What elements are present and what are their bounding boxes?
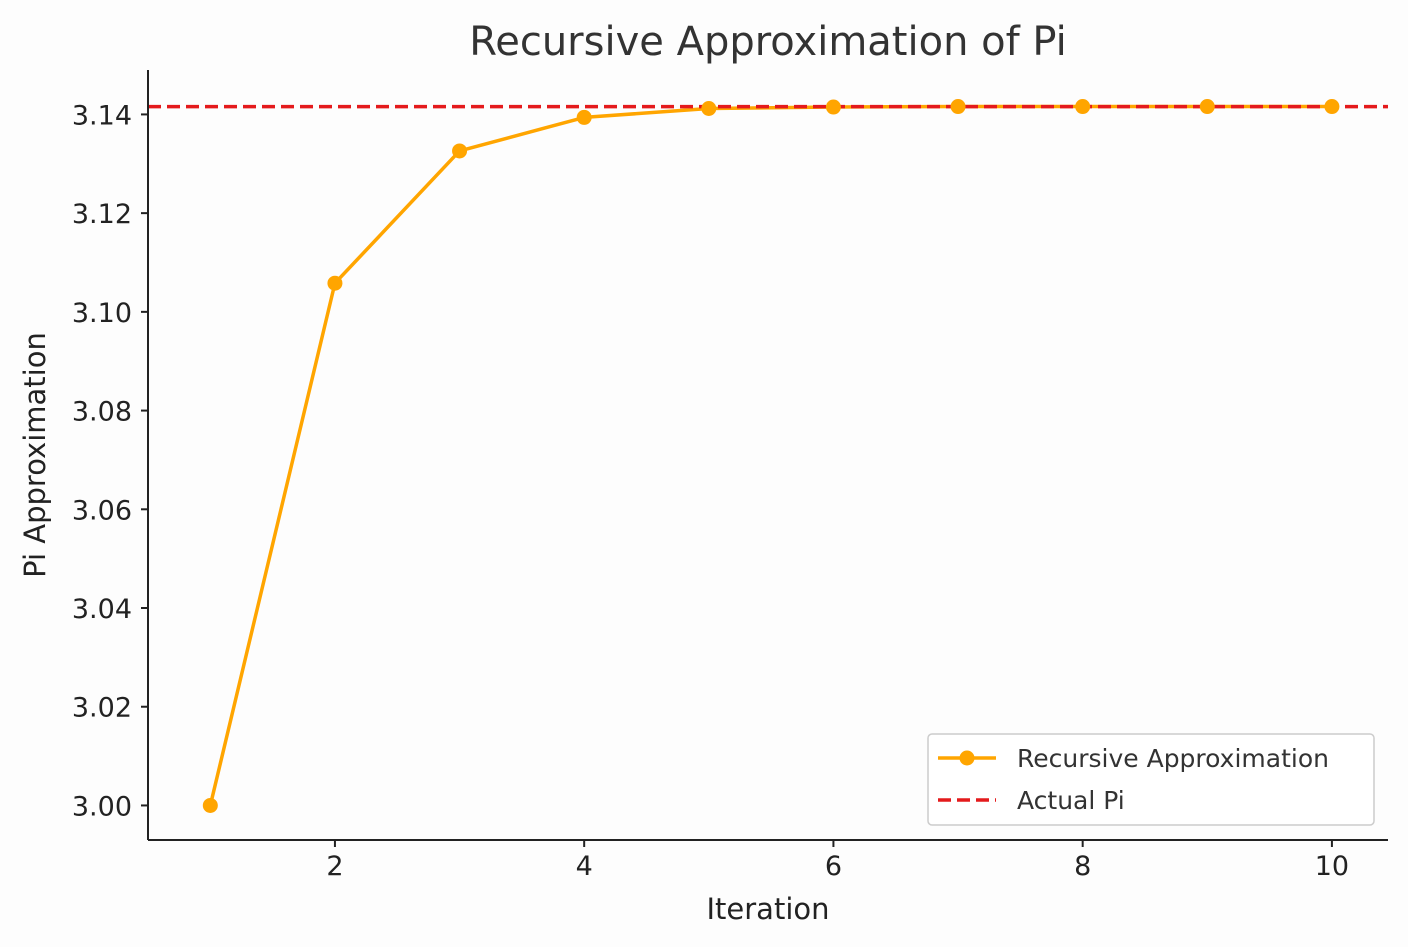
data-point	[576, 109, 592, 125]
data-point	[202, 797, 218, 813]
data-point	[1075, 99, 1091, 115]
chart-title: Recursive Approximation of Pi	[469, 19, 1067, 65]
data-point	[452, 143, 468, 159]
x-tick-label: 6	[825, 851, 842, 882]
y-tick-label: 3.10	[72, 298, 132, 329]
y-tick-label: 3.02	[72, 693, 132, 724]
data-point	[950, 99, 966, 115]
y-tick-label: 3.12	[72, 199, 132, 230]
data-point	[327, 275, 343, 291]
data-point	[1324, 99, 1340, 115]
data-point	[701, 101, 717, 116]
y-axis-ticks: 3.00 3.02 3.04 3.06 3.08 3.10 3.12 3.14	[72, 100, 148, 822]
legend-label-actual-pi: Actual Pi	[1017, 786, 1125, 815]
x-tick-label: 10	[1315, 851, 1349, 882]
legend: Recursive Approximation Actual Pi	[927, 733, 1375, 826]
data-point	[825, 99, 841, 115]
x-tick-label: 4	[576, 851, 593, 882]
legend-box	[927, 733, 1375, 826]
y-tick-label: 3.06	[72, 495, 132, 526]
y-tick-label: 3.00	[72, 791, 132, 822]
data-point	[1199, 99, 1215, 115]
x-axis-label: Iteration	[706, 892, 829, 926]
y-axis-label: Pi Approximation	[18, 332, 52, 578]
legend-label-approximation: Recursive Approximation	[1017, 744, 1329, 773]
x-tick-label: 8	[1074, 851, 1091, 882]
y-tick-label: 3.04	[72, 594, 132, 625]
plot-area	[148, 99, 1388, 813]
y-tick-label: 3.14	[72, 100, 132, 131]
legend-marker-approximation	[959, 750, 975, 766]
x-axis-ticks: 2 4 6 8 10	[326, 840, 1349, 882]
x-tick-label: 2	[326, 851, 343, 882]
y-tick-label: 3.08	[72, 397, 132, 428]
